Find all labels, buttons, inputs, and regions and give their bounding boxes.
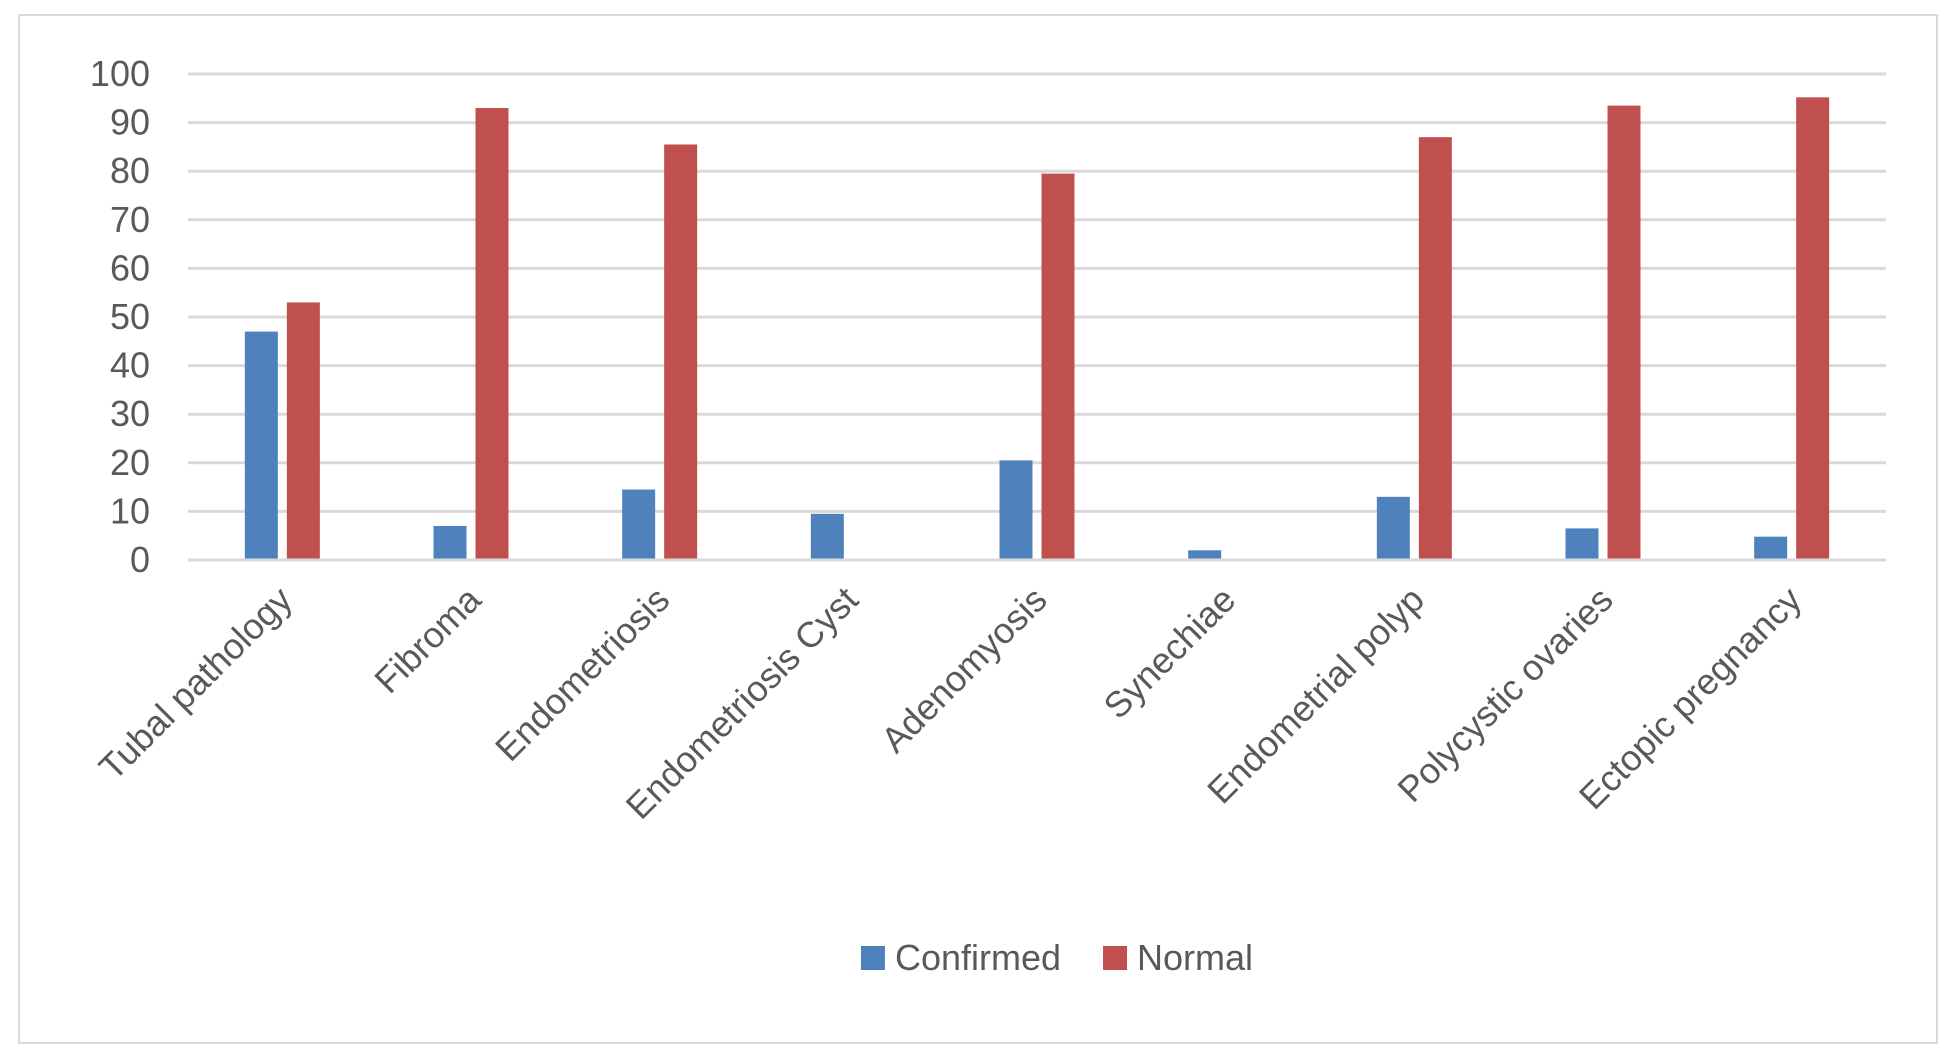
x-category-label: Endometriosis bbox=[487, 579, 677, 769]
gridlines bbox=[188, 72, 1886, 513]
bar-confirmed-6 bbox=[1376, 496, 1410, 560]
legend-item-normal: Normal bbox=[1103, 937, 1253, 978]
bar-confirmed-4 bbox=[999, 460, 1033, 560]
legend-swatch bbox=[860, 946, 885, 970]
bar-confirmed-2 bbox=[622, 489, 656, 560]
legend: Confirmed Normal bbox=[860, 937, 1253, 978]
y-axis-ticks: 0 10 20 30 40 50 60 70 80 90 100 bbox=[90, 53, 150, 580]
bar-normal-0 bbox=[286, 302, 320, 560]
x-category-label: Adenomyosis bbox=[873, 579, 1055, 761]
bar-confirmed-0 bbox=[244, 331, 278, 560]
legend-swatch bbox=[1103, 946, 1128, 970]
bar-normal-6 bbox=[1418, 137, 1452, 560]
bar-chart: 0 10 20 30 40 50 60 70 80 90 100 Tubal pathology Fi… bbox=[90, 53, 1886, 978]
y-tick-label: 20 bbox=[110, 442, 150, 483]
bars bbox=[244, 97, 1830, 561]
bar-normal-2 bbox=[664, 144, 698, 560]
bar-normal-1 bbox=[475, 108, 509, 561]
y-tick-label: 60 bbox=[110, 247, 150, 288]
bar-normal-8 bbox=[1796, 97, 1830, 560]
bar-normal-4 bbox=[1041, 173, 1075, 560]
y-tick-label: 100 bbox=[90, 53, 150, 94]
y-tick-label: 40 bbox=[110, 345, 150, 386]
bar-normal-7 bbox=[1607, 105, 1641, 560]
y-tick-label: 0 bbox=[130, 539, 150, 580]
y-tick-label: 80 bbox=[110, 150, 150, 191]
x-category-label: Fibroma bbox=[366, 578, 489, 701]
bar-confirmed-8 bbox=[1754, 536, 1788, 560]
y-tick-label: 30 bbox=[110, 393, 150, 434]
y-tick-label: 50 bbox=[110, 296, 150, 337]
legend-item-confirmed: Confirmed bbox=[860, 937, 1061, 978]
bar-confirmed-1 bbox=[433, 525, 467, 560]
y-tick-label: 90 bbox=[110, 102, 150, 143]
bar-confirmed-5 bbox=[1188, 550, 1222, 560]
x-category-label: Synechiae bbox=[1095, 579, 1243, 727]
y-tick-label: 10 bbox=[110, 490, 150, 531]
legend-label: Confirmed bbox=[895, 937, 1061, 978]
chart-frame: 0 10 20 30 40 50 60 70 80 90 100 Tubal pathology Fi… bbox=[18, 14, 1938, 1044]
x-axis-category-labels: Tubal pathology FibromaEndometriosisEndom… bbox=[91, 578, 1810, 827]
bar-confirmed-3 bbox=[810, 513, 844, 560]
x-category-label: Tubal pathology bbox=[91, 579, 300, 788]
bar-confirmed-7 bbox=[1565, 528, 1599, 560]
y-tick-label: 70 bbox=[110, 199, 150, 240]
legend-label: Normal bbox=[1137, 937, 1253, 978]
